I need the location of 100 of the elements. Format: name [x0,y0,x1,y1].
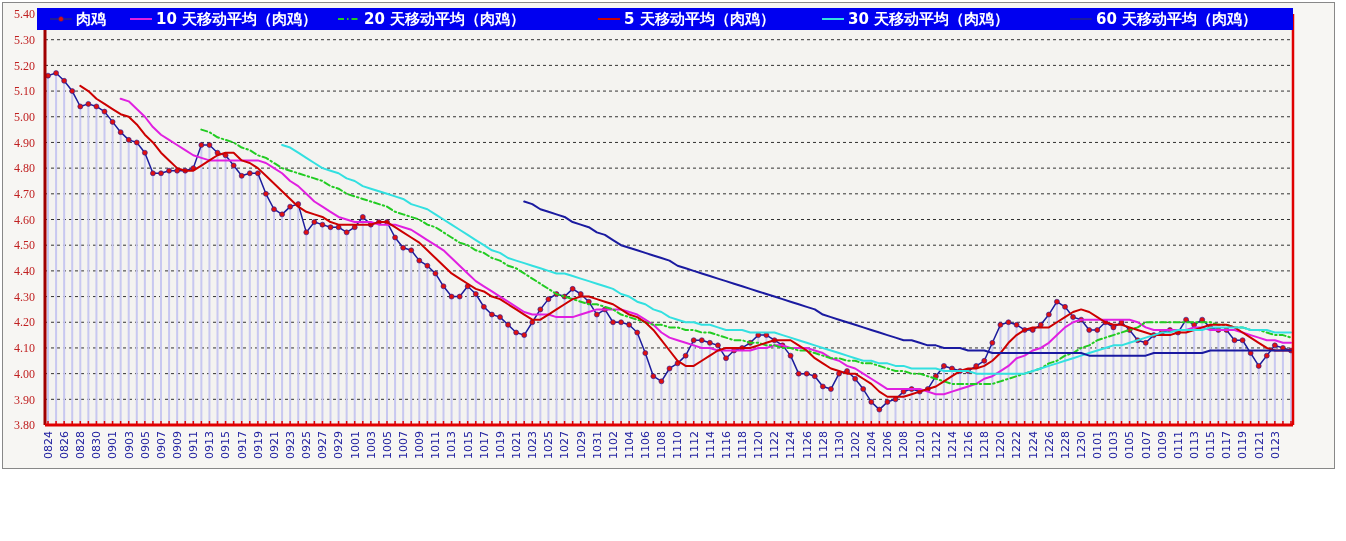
y-tick-label: 4.30 [14,289,35,304]
y-tick-label: 4.50 [14,238,35,253]
x-tick-label: 0901 [106,431,120,459]
x-tick-label: 0109 [1155,431,1169,459]
y-tick-label: 4.80 [14,161,35,176]
x-tick-label: 1204 [865,431,879,459]
x-tick-label: 0907 [154,431,168,459]
legend-label: 肉鸡 [76,10,106,29]
x-tick-label: 1009 [413,431,427,459]
y-tick-label: 5.30 [14,32,35,47]
x-tick-label: 1029 [574,431,588,459]
x-tick-label: 0923 [283,431,297,459]
x-tick-label: 0824 [41,431,55,459]
x-tick-label: 1128 [816,431,830,459]
x-tick-label: 0911 [187,431,201,459]
x-tick-label: 1126 [800,431,814,459]
legend-label: 20 天移动平均（肉鸡） [364,10,526,29]
x-tick-label: 1112 [687,431,701,459]
x-tick-label: 1021 [509,431,523,459]
y-tick-label: 5.20 [14,58,35,73]
x-tick-label: 1228 [1058,431,1072,459]
x-tick-label: 0828 [74,431,88,459]
x-tick-label: 1003 [364,431,378,459]
x-tick-label: 1005 [380,431,394,459]
legend-label: 5 天移动平均（肉鸡） [624,10,775,29]
x-tick-label: 0121 [1252,431,1266,459]
x-tick-label: 1212 [929,431,943,459]
x-tick-label: 1017 [477,431,491,459]
x-tick-label: 0117 [1220,431,1234,459]
x-tick-label: 0830 [90,431,104,459]
x-tick-label: 0105 [1123,431,1137,459]
x-tick-label: 1011 [429,431,443,459]
x-tick-label: 1220 [994,431,1008,459]
x-tick-label: 0123 [1268,431,1282,459]
y-tick-label: 4.20 [14,315,35,330]
y-tick-label: 4.90 [14,135,35,150]
x-tick-label: 1114 [703,431,717,459]
x-tick-label: 1023 [526,431,540,459]
x-tick-label: 1013 [445,431,459,459]
y-tick-label: 4.40 [14,264,35,279]
x-tick-label: 1108 [655,431,669,459]
x-tick-label: 1116 [719,431,733,459]
y-tick-label: 4.00 [14,366,35,381]
x-tick-label: 0927 [316,431,330,459]
x-tick-label: 1027 [558,431,572,459]
x-tick-label: 1202 [848,431,862,459]
x-tick-label: 1007 [396,431,410,459]
x-tick-label: 1110 [671,431,685,459]
y-tick-label: 4.70 [14,187,35,202]
y-tick-label: 4.60 [14,212,35,227]
x-tick-label: 1001 [348,431,362,459]
x-tick-label: 0905 [138,431,152,459]
x-tick-label: 1210 [913,431,927,459]
x-tick-label: 1104 [622,431,636,459]
x-tick-label: 1120 [752,431,766,459]
x-tick-label: 1025 [542,431,556,459]
x-tick-label: 0921 [267,431,281,459]
x-tick-label: 1224 [1026,431,1040,459]
x-tick-label: 1222 [1010,431,1024,459]
x-tick-label: 1226 [1042,431,1056,459]
x-tick-label: 0917 [235,431,249,459]
y-tick-label: 5.00 [14,109,35,124]
y-tick-label: 5.10 [14,84,35,99]
x-tick-label: 0919 [251,431,265,459]
x-tick-label: 0915 [219,431,233,459]
x-tick-label: 1230 [1074,431,1088,459]
x-tick-label: 0107 [1139,431,1153,459]
x-tick-label: 0101 [1091,431,1105,459]
x-tick-label: 1218 [978,431,992,459]
x-tick-label: 0925 [300,431,314,459]
x-tick-label: 1106 [639,431,653,459]
y-tick-label: 3.90 [14,392,35,407]
x-tick-label: 1102 [606,431,620,459]
x-tick-label: 0826 [57,431,71,459]
x-tick-label: 1214 [945,431,959,459]
legend-label: 60 天移动平均（肉鸡） [1096,10,1258,29]
legend-label: 30 天移动平均（肉鸡） [848,10,1010,29]
x-tick-label: 1208 [897,431,911,459]
x-tick-label: 0929 [332,431,346,459]
x-tick-label: 1031 [590,431,604,459]
x-tick-label: 0111 [1171,431,1185,459]
x-tick-label: 1216 [961,431,975,459]
x-tick-label: 0113 [1187,431,1201,459]
x-tick-label: 0115 [1204,431,1218,459]
x-tick-label: 1118 [735,431,749,459]
x-tick-label: 0913 [203,431,217,459]
x-tick-label: 1015 [461,431,475,459]
x-tick-label: 0119 [1236,431,1250,459]
x-tick-label: 1130 [832,431,846,459]
y-tick-label: 4.10 [14,341,35,356]
x-tick-label: 1122 [768,431,782,459]
legend-label: 10 天移动平均（肉鸡） [156,10,318,29]
y-tick-label: 5.40 [14,7,35,22]
x-tick-label: 0903 [122,431,136,459]
x-tick-label: 0103 [1107,431,1121,459]
x-tick-label: 1124 [784,431,798,459]
y-tick-label: 3.80 [14,418,35,433]
x-tick-label: 1206 [881,431,895,459]
x-tick-label: 1019 [493,431,507,459]
x-tick-label: 0909 [170,431,184,459]
